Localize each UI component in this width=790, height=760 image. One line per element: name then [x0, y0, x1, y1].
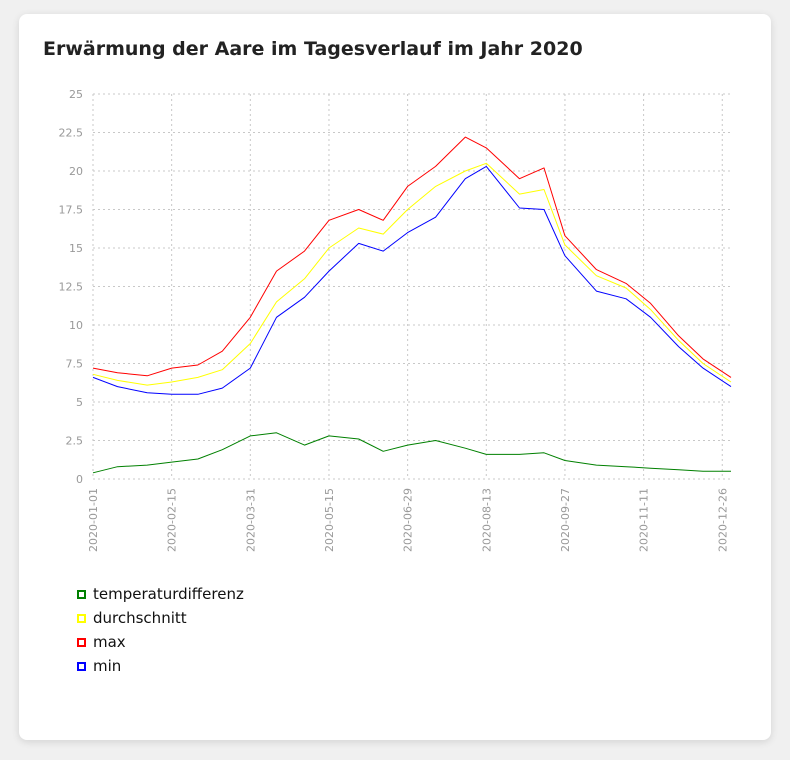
y-tick-label: 2.5 [66, 435, 84, 448]
x-tick-label: 2020-11-11 [638, 488, 651, 552]
legend-label: temperaturdifferenz [93, 585, 244, 603]
y-tick-label: 10 [69, 319, 83, 332]
y-tick-label: 12.5 [59, 281, 84, 294]
chart-card: Erwärmung der Aare im Tagesverlauf im Ja… [19, 14, 771, 740]
legend-item: temperaturdifferenz [77, 582, 244, 606]
legend-label: durchschnitt [93, 609, 187, 627]
y-tick-label: 22.5 [59, 127, 84, 140]
x-tick-label: 2020-08-13 [480, 488, 493, 552]
y-tick-label: 5 [76, 396, 83, 409]
y-tick-label: 20 [69, 165, 83, 178]
x-tick-label: 2020-12-26 [716, 488, 729, 552]
y-tick-label: 25 [69, 88, 83, 101]
legend-swatch [77, 613, 86, 623]
series-line-temperaturdifferenz [92, 432, 731, 474]
x-tick-label: 2020-02-15 [166, 488, 179, 552]
legend-item: min [77, 654, 244, 678]
x-tick-label: 2020-05-15 [323, 488, 336, 552]
x-tick-label: 2020-09-27 [559, 488, 572, 552]
x-tick-label: 2020-01-01 [87, 488, 100, 552]
series-line-max [92, 136, 732, 378]
chart-title: Erwärmung der Aare im Tagesverlauf im Ja… [43, 38, 583, 60]
legend-label: max [93, 633, 126, 651]
x-tick-label: 2020-06-29 [402, 488, 415, 552]
y-tick-label: 17.5 [59, 204, 84, 217]
legend-swatch [77, 661, 86, 671]
y-tick-label: 0 [76, 473, 83, 486]
series-line-min [92, 165, 732, 395]
series-lines [92, 136, 732, 474]
x-tick-label: 2020-03-31 [244, 488, 257, 552]
legend: temperaturdifferenz durchschnitt max min [77, 582, 244, 678]
series-line-durchschnitt [92, 162, 732, 386]
legend-swatch [77, 637, 86, 647]
legend-item: durchschnitt [77, 606, 244, 630]
y-tick-label: 7.5 [66, 358, 84, 371]
legend-swatch [77, 589, 86, 599]
grid [92, 93, 731, 480]
y-tick-label: 15 [69, 242, 83, 255]
axis-ticks: 0 2.5 5 7.5 10 12.5 15 17.5 20 22.5 25 2020-01-01 20… [59, 88, 730, 552]
legend-item: max [77, 630, 244, 654]
legend-label: min [93, 657, 122, 675]
